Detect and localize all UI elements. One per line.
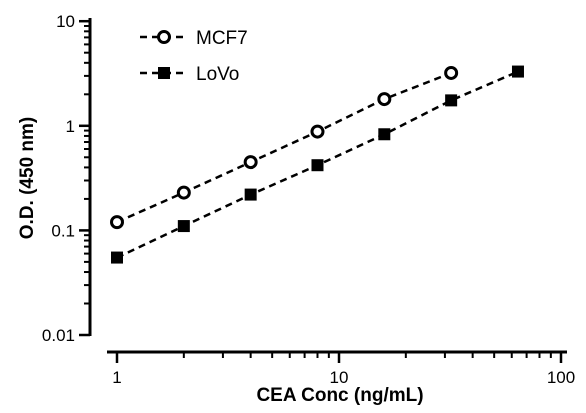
legend: MCF7 LoVo <box>140 28 248 85</box>
series-lovo <box>111 65 524 264</box>
legend-marker-mcf7 <box>157 30 171 44</box>
legend-label-mcf7: MCF7 <box>196 28 248 49</box>
data-point-lovo <box>177 220 190 233</box>
data-point-mcf7 <box>310 124 325 139</box>
x-tick-label: 1 <box>112 368 121 387</box>
y-axis-title: O.D. (450 nm) <box>17 117 38 239</box>
data-point-mcf7 <box>377 92 392 107</box>
data-point-lovo <box>244 188 257 201</box>
data-point-lovo <box>311 159 324 172</box>
axes: 0.01 0.1 1 10 1 10 100 <box>42 12 575 387</box>
data-point-lovo <box>111 251 123 264</box>
x-axis-title: CEA Conc (ng/mL) <box>256 385 423 406</box>
x-tick-label: 100 <box>547 368 575 387</box>
y-tick-label: 0.1 <box>51 221 75 240</box>
data-point-mcf7 <box>444 65 459 80</box>
legend-label-lovo: LoVo <box>196 64 239 85</box>
legend-marker-lovo <box>158 67 170 79</box>
y-tick-label: 10 <box>56 12 75 31</box>
data-point-lovo <box>511 65 524 78</box>
x-tick-label: 10 <box>330 368 349 387</box>
data-point-mcf7 <box>243 155 258 170</box>
y-tick-label: 1 <box>66 117 75 136</box>
series-line <box>116 71 452 224</box>
series-mcf7 <box>110 65 459 230</box>
data-point-lovo <box>445 94 458 107</box>
data-point-mcf7 <box>176 185 191 200</box>
data-point-lovo <box>378 128 391 141</box>
series-layer <box>110 65 524 264</box>
data-point-mcf7 <box>110 215 124 230</box>
y-tick-label: 0.01 <box>42 326 75 345</box>
